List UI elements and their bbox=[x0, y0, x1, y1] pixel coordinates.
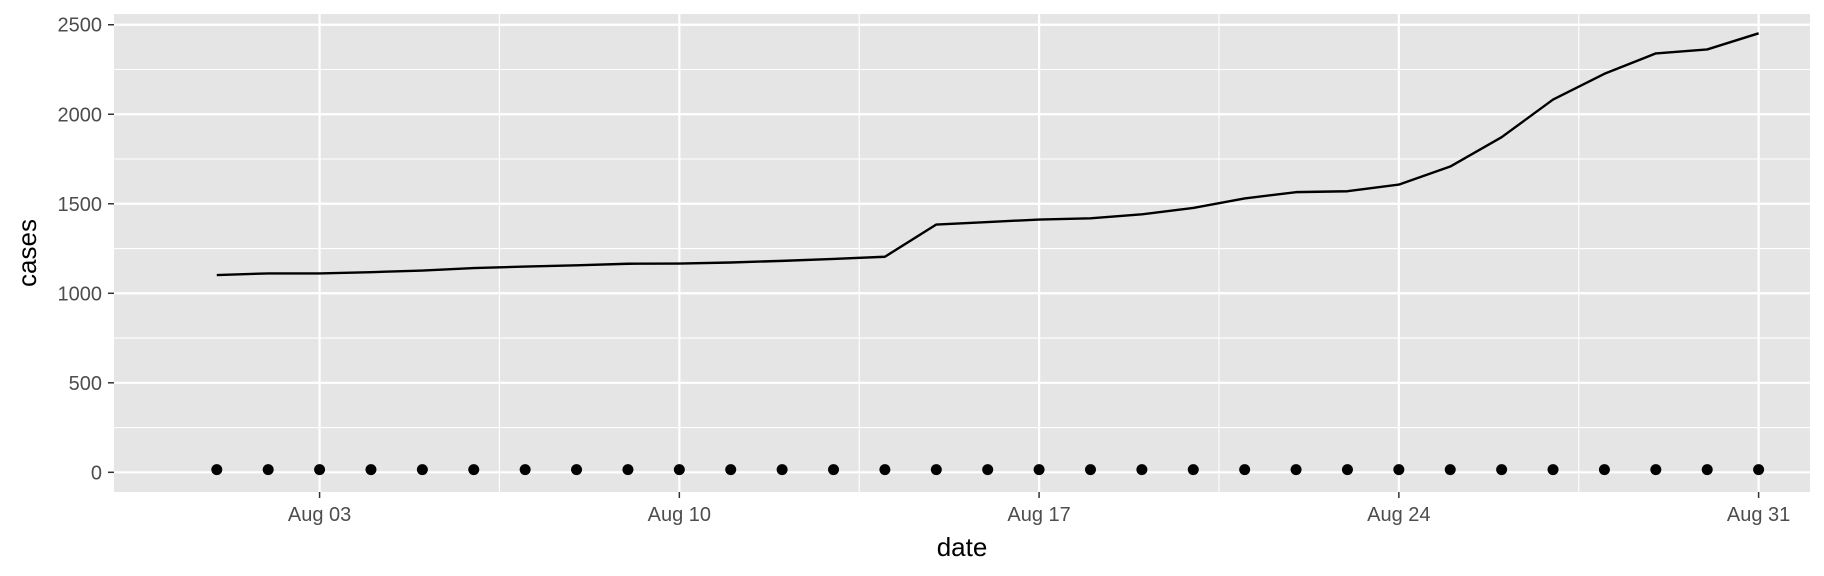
data-point bbox=[1084, 464, 1096, 476]
data-point bbox=[519, 464, 531, 476]
data-point bbox=[776, 464, 788, 476]
data-point bbox=[1547, 464, 1559, 476]
plot-panel bbox=[114, 14, 1810, 492]
data-point bbox=[930, 464, 942, 476]
cases-points-layer bbox=[211, 464, 1765, 476]
x-tick-label: Aug 24 bbox=[1367, 504, 1430, 526]
y-tick-label: 1000 bbox=[58, 283, 103, 305]
data-point bbox=[1290, 464, 1302, 476]
x-axis-title: date bbox=[937, 532, 988, 562]
data-point bbox=[1033, 464, 1045, 476]
data-point bbox=[262, 464, 274, 476]
x-tick-label: Aug 03 bbox=[288, 504, 351, 526]
y-axis: 0 500 1000 1500 2000 2500 bbox=[58, 15, 114, 484]
data-point bbox=[1187, 464, 1199, 476]
data-point bbox=[1753, 464, 1765, 476]
data-point bbox=[1598, 464, 1610, 476]
data-point bbox=[673, 464, 685, 476]
grid-major bbox=[114, 14, 1810, 492]
data-point bbox=[622, 464, 634, 476]
y-tick-label: 0 bbox=[91, 462, 102, 484]
x-tick-label: Aug 31 bbox=[1727, 504, 1790, 526]
data-point bbox=[314, 464, 326, 476]
data-point bbox=[416, 464, 428, 476]
y-axis-title: cases bbox=[12, 219, 42, 287]
data-point bbox=[1341, 464, 1353, 476]
data-point bbox=[1444, 464, 1456, 476]
data-point bbox=[1239, 464, 1251, 476]
data-point bbox=[1136, 464, 1148, 476]
data-point bbox=[211, 464, 223, 476]
cases-line-layer bbox=[216, 32, 1759, 277]
cases-line bbox=[216, 32, 1759, 277]
data-point bbox=[571, 464, 583, 476]
data-point bbox=[828, 464, 840, 476]
x-tick-label: Aug 17 bbox=[1007, 504, 1070, 526]
data-point bbox=[1393, 464, 1405, 476]
data-point bbox=[1496, 464, 1508, 476]
data-point bbox=[365, 464, 377, 476]
y-tick-label: 1500 bbox=[58, 194, 103, 216]
data-point bbox=[1701, 464, 1713, 476]
data-point bbox=[468, 464, 480, 476]
grid-minor bbox=[114, 14, 1810, 492]
data-point bbox=[879, 464, 891, 476]
x-tick-label: Aug 10 bbox=[648, 504, 711, 526]
y-tick-label: 2500 bbox=[58, 15, 103, 37]
data-point bbox=[1650, 464, 1662, 476]
data-point bbox=[982, 464, 994, 476]
y-tick-label: 500 bbox=[69, 373, 102, 395]
y-tick-label: 2000 bbox=[58, 104, 103, 126]
data-point bbox=[725, 464, 737, 476]
x-axis: Aug 03 Aug 10 Aug 17 Aug 24 Aug 31 bbox=[288, 492, 1790, 526]
